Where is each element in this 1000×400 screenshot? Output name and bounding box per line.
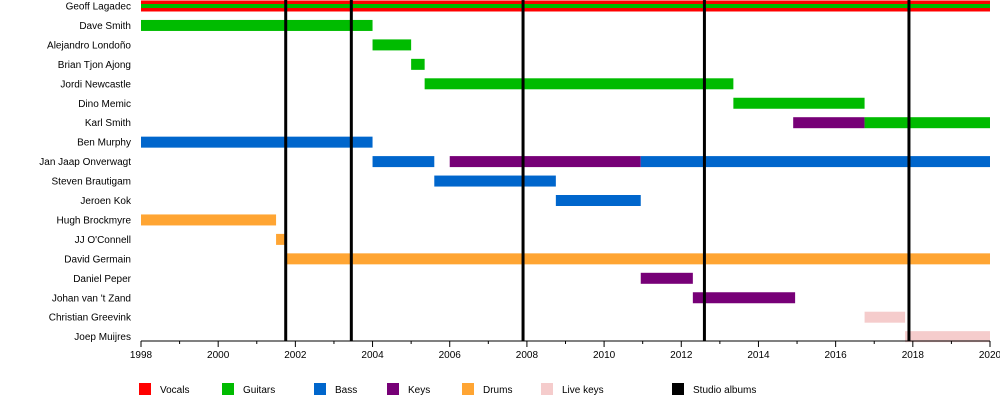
member-label-alejandro-londo-o: Alejandro Londoño	[47, 40, 131, 51]
legend-label-studio-albums: Studio albums	[693, 385, 756, 396]
member-label-joep-muijres: Joep Muijres	[74, 332, 131, 343]
legend: Vocals Guitars Bass Keys Drums Live keys Studi…	[139, 383, 756, 396]
x-tick-label-2004: 2004	[361, 350, 384, 361]
x-tick-label-2016: 2016	[825, 350, 848, 361]
legend-swatch-studio-albums	[672, 383, 684, 395]
x-tick-label-2000: 2000	[207, 350, 230, 361]
member-labels: Geoff Lagadec Dave Smith Alejandro Londoño…	[39, 2, 132, 344]
member-label-karl-smith: Karl Smith	[85, 118, 131, 129]
member-label-geoff-lagadec: Geoff Lagadec	[66, 2, 131, 13]
bar-jeroen-kok-bass	[555, 195, 641, 206]
x-tick-label-2010: 2010	[593, 350, 616, 361]
bar-steven-brautigam-bass	[434, 175, 556, 187]
x-tick-label-2002: 2002	[284, 350, 307, 361]
legend-label-live-keys: Live keys	[562, 385, 604, 396]
x-tick-label-2018: 2018	[902, 350, 925, 361]
x-tick-label-2006: 2006	[439, 350, 462, 361]
legend-label-keys: Keys	[408, 385, 430, 396]
legend-label-bass: Bass	[335, 385, 357, 396]
bar-karl-smith-guitars	[864, 117, 990, 129]
member-label-daniel-peper: Daniel Peper	[73, 274, 131, 285]
member-label-christian-greevink: Christian Greevink	[49, 313, 132, 324]
member-label-jan-jaap-onverwagt: Jan Jaap Onverwagt	[39, 157, 131, 168]
member-label-johan-van-t-zand: Johan van 't Zand	[52, 293, 131, 304]
bar-joep-muijres-live-keys	[905, 331, 990, 343]
member-label-steven-brautigam: Steven Brautigam	[52, 177, 132, 188]
plot-area	[141, 0, 990, 343]
x-tick-label-2014: 2014	[747, 350, 770, 361]
bar-jan-jaap-onverwagt-keys	[449, 156, 641, 168]
member-label-david-germain: David Germain	[64, 254, 131, 265]
legend-label-drums: Drums	[483, 385, 512, 396]
bar-jordi-newcastle-guitars	[424, 78, 734, 90]
legend-swatch-bass	[314, 383, 326, 395]
bar-geoff-lagadec-guitars	[141, 4, 990, 8]
x-axis: 1998 2000 2002 2004 2006 2008 2010 2012 2014 2016…	[130, 340, 1000, 361]
legend-swatch-vocals	[139, 383, 151, 395]
legend-swatch-drums	[462, 383, 474, 395]
bar-dino-memic-guitars	[733, 97, 865, 109]
x-tick-label-1998: 1998	[130, 350, 153, 361]
bar-jan-jaap-onverwagt-bass	[372, 156, 435, 168]
bar-brian-tjon-ajong-guitars	[411, 58, 425, 70]
bar-daniel-peper-keys	[640, 272, 693, 284]
member-label-brian-tjon-ajong: Brian Tjon Ajong	[58, 60, 131, 71]
member-label-hugh-brockmyre: Hugh Brockmyre	[57, 215, 132, 226]
x-tick-label-2012: 2012	[670, 350, 693, 361]
bar-karl-smith-keys	[793, 117, 865, 129]
member-label-jordi-newcastle: Jordi Newcastle	[60, 79, 131, 90]
bar-jan-jaap-onverwagt-bass	[640, 156, 990, 168]
member-label-dino-memic: Dino Memic	[78, 99, 131, 110]
bar-david-germain-drums	[285, 253, 990, 265]
bar-christian-greevink-live-keys	[864, 311, 906, 323]
bar-hugh-brockmyre-drums	[141, 214, 277, 226]
member-label-jj-o-connell: JJ O'Connell	[75, 235, 131, 246]
legend-label-vocals: Vocals	[160, 385, 189, 396]
x-tick-label-2008: 2008	[516, 350, 539, 361]
legend-swatch-guitars	[222, 383, 234, 395]
member-label-dave-smith: Dave Smith	[79, 21, 131, 32]
member-label-jeroen-kok: Jeroen Kok	[80, 196, 132, 207]
bar-alejandro-londo-o-guitars	[372, 39, 412, 51]
legend-label-guitars: Guitars	[243, 385, 275, 396]
bar-johan-van-t-zand-keys	[692, 292, 796, 304]
bar-jj-o-connell-drums	[276, 233, 286, 245]
bar-dave-smith-guitars	[141, 19, 373, 31]
member-label-ben-murphy: Ben Murphy	[77, 138, 131, 149]
legend-swatch-keys	[387, 383, 399, 395]
bar-ben-murphy-bass	[141, 136, 373, 148]
x-tick-label-2020: 2020	[979, 350, 1000, 361]
legend-swatch-live-keys	[541, 383, 553, 395]
